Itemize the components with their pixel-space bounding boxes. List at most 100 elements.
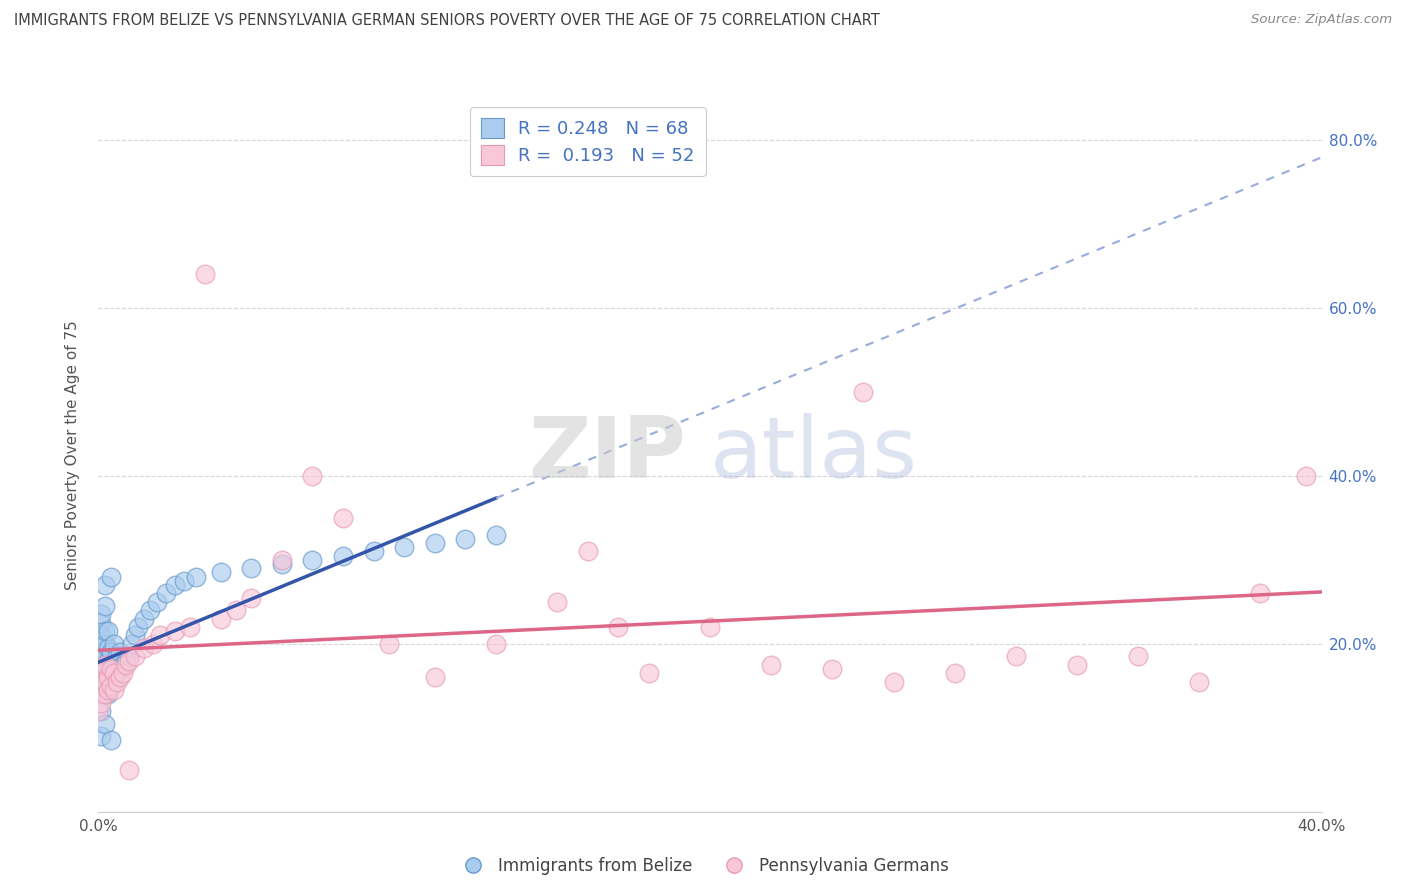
- Point: [546, 595, 568, 609]
- Y-axis label: Seniors Poverty Over the Age of 75: Seniors Poverty Over the Age of 75: [65, 320, 80, 590]
- Point: [100, 670, 122, 684]
- Point: [100, 569, 122, 583]
- Point: [115, 657, 138, 672]
- Point: [90, 666, 112, 681]
- Point: [97, 654, 120, 668]
- Point: [103, 637, 125, 651]
- Point: [124, 649, 146, 664]
- Point: [163, 624, 186, 639]
- Point: [97, 670, 120, 684]
- Point: [149, 628, 172, 642]
- Point: [363, 544, 385, 558]
- Point: [87, 666, 110, 681]
- Point: [423, 536, 446, 550]
- Point: [240, 591, 263, 605]
- Point: [454, 532, 477, 546]
- Point: [852, 384, 875, 399]
- Point: [209, 612, 232, 626]
- Point: [97, 624, 120, 639]
- Point: [108, 645, 131, 659]
- Point: [111, 657, 134, 672]
- Point: [93, 687, 115, 701]
- Point: [90, 607, 112, 622]
- Point: [485, 527, 508, 541]
- Point: [97, 683, 120, 698]
- Point: [87, 670, 110, 684]
- Point: [134, 640, 156, 655]
- Point: [93, 687, 115, 701]
- Point: [100, 733, 122, 747]
- Point: [127, 620, 149, 634]
- Legend: R = 0.248   N = 68, R =  0.193   N = 52: R = 0.248 N = 68, R = 0.193 N = 52: [470, 107, 706, 176]
- Point: [124, 628, 146, 642]
- Point: [100, 645, 122, 659]
- Point: [103, 666, 125, 681]
- Point: [90, 657, 112, 672]
- Point: [179, 620, 201, 634]
- Point: [134, 612, 156, 626]
- Point: [145, 595, 167, 609]
- Point: [90, 640, 112, 655]
- Point: [90, 696, 112, 710]
- Point: [301, 469, 323, 483]
- Point: [1295, 469, 1317, 483]
- Point: [118, 763, 141, 777]
- Point: [100, 657, 122, 672]
- Legend: Immigrants from Belize, Pennsylvania Germans: Immigrants from Belize, Pennsylvania Ger…: [450, 851, 956, 882]
- Point: [93, 657, 115, 672]
- Point: [90, 674, 112, 689]
- Point: [118, 649, 141, 664]
- Point: [90, 628, 112, 642]
- Point: [90, 666, 112, 681]
- Point: [87, 679, 110, 693]
- Point: [240, 561, 263, 575]
- Point: [332, 511, 354, 525]
- Point: [699, 620, 721, 634]
- Point: [1004, 649, 1026, 664]
- Point: [1249, 586, 1271, 600]
- Point: [378, 637, 401, 651]
- Point: [90, 687, 112, 701]
- Point: [1188, 674, 1211, 689]
- Point: [103, 674, 125, 689]
- Point: [87, 704, 110, 718]
- Point: [108, 670, 131, 684]
- Point: [576, 544, 599, 558]
- Point: [637, 666, 661, 681]
- Point: [1066, 657, 1088, 672]
- Point: [97, 674, 120, 689]
- Point: [173, 574, 195, 588]
- Point: [155, 586, 177, 600]
- Point: [90, 649, 112, 664]
- Point: [87, 687, 110, 701]
- Point: [90, 683, 112, 698]
- Point: [270, 557, 292, 571]
- Point: [90, 615, 112, 630]
- Point: [883, 674, 905, 689]
- Point: [186, 569, 208, 583]
- Point: [103, 683, 125, 698]
- Point: [142, 637, 165, 651]
- Point: [332, 549, 354, 563]
- Point: [163, 578, 186, 592]
- Point: [115, 654, 138, 668]
- Point: [103, 657, 125, 672]
- Point: [100, 679, 122, 693]
- Point: [1128, 649, 1150, 664]
- Point: [97, 687, 120, 701]
- Point: [93, 578, 115, 592]
- Point: [90, 729, 112, 743]
- Point: [392, 541, 416, 555]
- Text: Source: ZipAtlas.com: Source: ZipAtlas.com: [1251, 13, 1392, 27]
- Point: [111, 666, 134, 681]
- Point: [90, 674, 112, 689]
- Point: [105, 649, 128, 664]
- Point: [93, 649, 115, 664]
- Point: [270, 553, 292, 567]
- Point: [118, 654, 141, 668]
- Point: [100, 679, 122, 693]
- Point: [759, 657, 782, 672]
- Point: [90, 704, 112, 718]
- Point: [93, 637, 115, 651]
- Point: [100, 662, 122, 676]
